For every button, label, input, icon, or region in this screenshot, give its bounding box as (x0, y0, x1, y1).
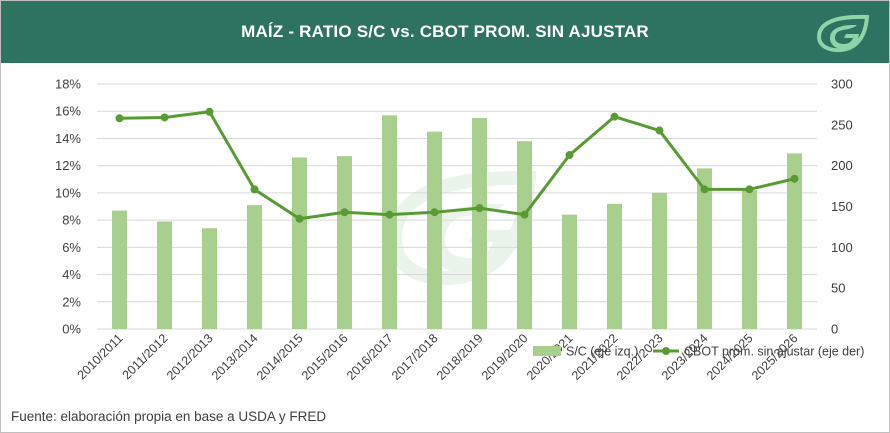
line-point (520, 210, 529, 219)
bar (157, 221, 172, 329)
left-tick-label: 10% (55, 185, 81, 200)
left-tick-label: 18% (55, 77, 81, 92)
right-tick-label: 150 (831, 199, 853, 214)
line-point (430, 208, 439, 217)
line-point (700, 185, 709, 194)
line-point (205, 107, 214, 116)
bar (112, 210, 127, 329)
left-tick-label: 6% (62, 240, 81, 255)
bar (202, 228, 217, 329)
category-label: 2013/2014 (209, 331, 261, 383)
bar (247, 205, 262, 329)
chart-title: MAÍZ - RATIO S/C vs. CBOT PROM. SIN AJUS… (241, 22, 649, 41)
bar (292, 157, 307, 329)
legend-label-line: CBOT prom. sin ajustar (eje der) (684, 345, 864, 359)
line-point (160, 113, 169, 122)
category-label: 2017/2018 (389, 331, 441, 383)
bar-series (112, 115, 802, 330)
right-tick-label: 300 (831, 77, 853, 92)
left-tick-label: 14% (55, 131, 81, 146)
line-point (610, 112, 619, 121)
line-point (385, 210, 394, 219)
right-axis-ticks: 0 50 100 150 200 250 300 (831, 77, 853, 337)
line-point (295, 214, 304, 223)
bar (652, 192, 667, 329)
category-label: 2019/2020 (479, 331, 531, 383)
line-point (745, 185, 754, 194)
line-point (115, 114, 124, 123)
bar (562, 214, 577, 329)
right-tick-label: 0 (831, 322, 838, 337)
watermark-logo-icon (387, 170, 537, 286)
left-tick-label: 8% (62, 213, 81, 228)
category-label: 2018/2019 (434, 331, 486, 383)
right-tick-label: 100 (831, 240, 853, 255)
line-point (340, 208, 349, 217)
bar (382, 115, 397, 329)
left-tick-label: 16% (55, 104, 81, 119)
legend-marker-line (662, 347, 670, 355)
bar (607, 203, 622, 329)
line-point (250, 185, 259, 194)
legend: S/C (eje izq.) CBOT prom. sin ajustar (ej… (533, 345, 864, 359)
left-axis-ticks: 0% 2% 4% 6% 8% 10% 12% 14% 16% 18% (55, 77, 81, 337)
category-label: 2010/2011 (75, 331, 126, 382)
source-note: Fuente: elaboración propia en base a USD… (11, 409, 327, 424)
category-label: 2011/2012 (120, 331, 171, 382)
bar (517, 141, 532, 329)
line-point (475, 204, 484, 213)
left-tick-label: 4% (62, 267, 81, 282)
leaf-g-logo-icon (816, 14, 870, 53)
right-tick-label: 200 (831, 158, 853, 173)
bar (472, 118, 487, 330)
title-banner (1, 1, 889, 63)
bar (742, 190, 757, 329)
legend-label-bar: S/C (eje izq.) (566, 345, 638, 359)
left-tick-label: 0% (62, 322, 81, 337)
line-point (655, 126, 664, 135)
chart-svg: 0% 2% 4% 6% 8% 10% 12% 14% 16% 18% 0 50 100 150 200 25… (55, 77, 864, 383)
category-label: 2012/2013 (164, 331, 216, 383)
right-tick-label: 250 (831, 117, 853, 132)
left-tick-label: 12% (55, 158, 81, 173)
category-label: 2016/2017 (344, 331, 396, 383)
series-line (119, 110, 795, 221)
bar (427, 131, 442, 329)
line-point (565, 151, 574, 160)
left-tick-label: 2% (62, 294, 81, 309)
bar (787, 153, 802, 329)
bar (697, 168, 712, 329)
right-tick-label: 50 (831, 281, 845, 296)
category-label: 2014/2015 (254, 331, 306, 383)
line-series (115, 107, 799, 223)
legend-swatch-bar (533, 346, 561, 356)
bar (337, 156, 352, 329)
category-label: 2015/2016 (299, 331, 351, 383)
line-point (790, 174, 799, 183)
